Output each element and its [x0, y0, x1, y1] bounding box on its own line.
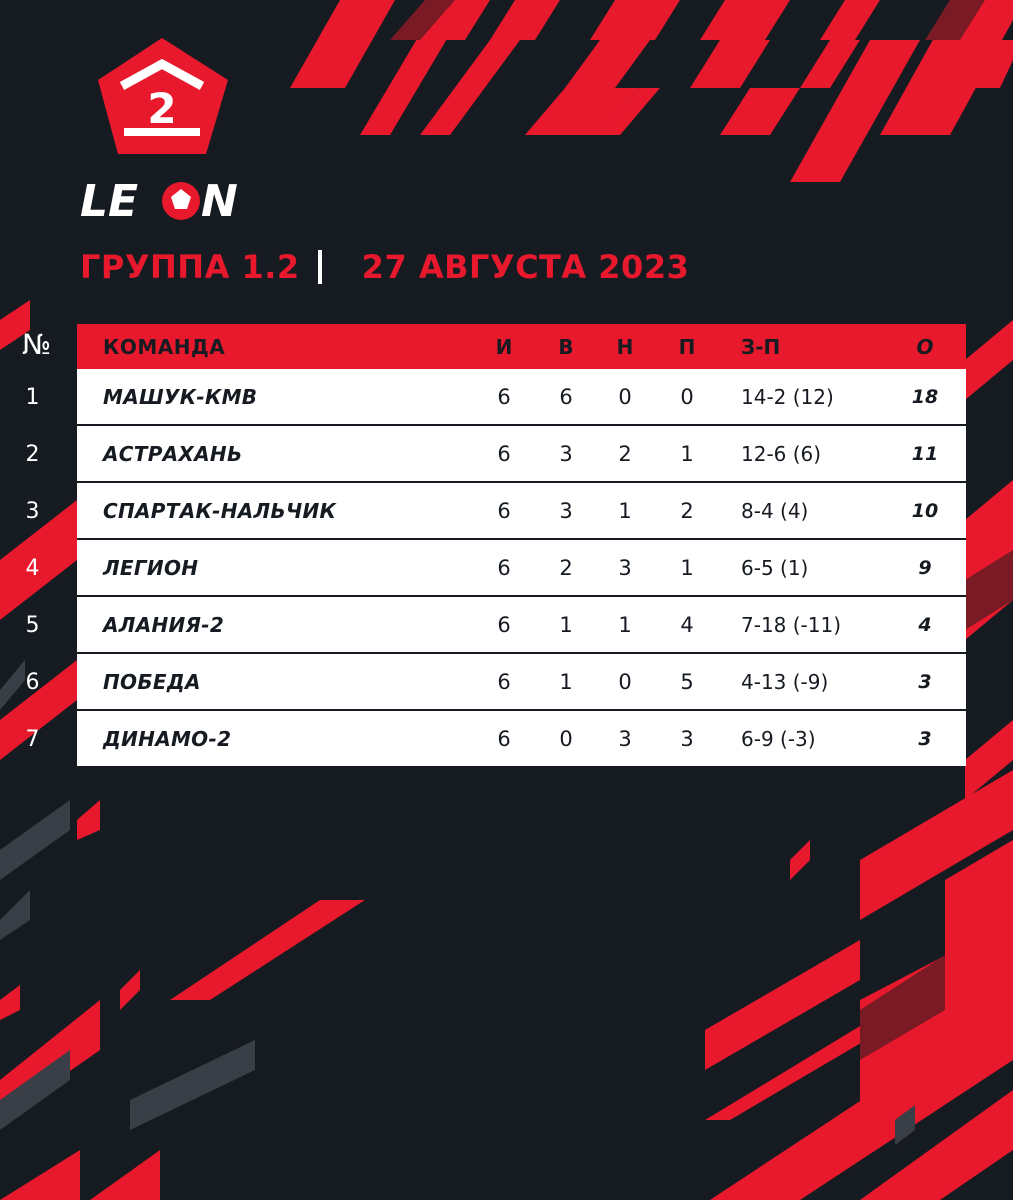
page-heading: ГРУППА 1.2 27 АВГУСТА 2023 [80, 248, 689, 286]
team-name: ЛЕГИОН [103, 555, 199, 580]
header-goals: З-П [741, 334, 781, 359]
table-header: КОМАНДА И В Н П З-П О [77, 324, 966, 369]
drawn-value: 0 [618, 384, 632, 409]
logo-text-right: N [201, 176, 238, 226]
lost-value: 1 [680, 555, 694, 580]
drawn-value: 2 [618, 441, 632, 466]
position-column: 1 2 3 4 5 6 7 [0, 369, 77, 768]
lost-value: 5 [680, 669, 694, 694]
position-number: 1 [25, 385, 40, 410]
position-header: № [22, 328, 52, 361]
points-value: 11 [911, 442, 939, 465]
lost-value: 0 [680, 384, 694, 409]
points-value: 18 [911, 385, 939, 408]
goals-value: 6-9 (-3) [741, 726, 816, 751]
goals-value: 7-18 (-11) [741, 612, 842, 637]
won-value: 3 [559, 441, 573, 466]
played-value: 6 [497, 669, 511, 694]
position-number: 5 [25, 613, 40, 638]
heading-separator [317, 250, 322, 284]
header-lost: П [678, 334, 696, 359]
header-won: В [558, 334, 574, 359]
points-value: 4 [918, 613, 932, 636]
points-value: 10 [911, 499, 939, 522]
played-value: 6 [497, 726, 511, 751]
position-number: 3 [25, 499, 40, 524]
header-played: И [495, 334, 513, 359]
team-name: ДИНАМО-2 [103, 726, 232, 751]
won-value: 1 [559, 612, 573, 637]
table-row: ПОБЕДА 6 1 0 5 4-13 (-9) 3 [77, 654, 966, 711]
drawn-value: 0 [618, 669, 632, 694]
team-name: ПОБЕДА [103, 669, 201, 694]
header-points: О [916, 334, 934, 359]
position-number: 7 [25, 727, 40, 752]
logo-text-left: LE [80, 176, 138, 226]
lost-value: 4 [680, 612, 694, 637]
table-row: АЛАНИЯ-2 6 1 1 4 7-18 (-11) 4 [77, 597, 966, 654]
goals-value: 14-2 (12) [741, 384, 834, 409]
lost-value: 1 [680, 441, 694, 466]
table-row: ДИНАМО-2 6 0 3 3 6-9 (-3) 3 [77, 711, 966, 766]
team-name: СПАРТАК-НАЛЬЧИК [103, 498, 337, 523]
goals-value: 4-13 (-9) [741, 669, 829, 694]
drawn-value: 1 [618, 498, 632, 523]
goals-value: 8-4 (4) [741, 498, 809, 523]
standings-table: КОМАНДА И В Н П З-П О МАШУК-КМВ 6 6 0 0 … [77, 324, 966, 766]
drawn-value: 3 [618, 726, 632, 751]
match-date: 27 АВГУСТА 2023 [361, 248, 690, 286]
team-name: МАШУК-КМВ [103, 384, 258, 409]
table-row: СПАРТАК-НАЛЬЧИК 6 3 1 2 8-4 (4) 10 [77, 483, 966, 540]
position-number: 4 [25, 556, 40, 581]
won-value: 2 [559, 555, 573, 580]
points-value: 9 [918, 556, 932, 579]
table-row: МАШУК-КМВ 6 6 0 0 14-2 (12) 18 [77, 369, 966, 426]
team-name: АСТРАХАНЬ [103, 441, 243, 466]
header-drawn: Н [616, 334, 634, 359]
points-value: 3 [918, 670, 932, 693]
header-team: КОМАНДА [103, 334, 226, 359]
logo-number: 2 [147, 84, 176, 133]
won-value: 3 [559, 498, 573, 523]
drawn-value: 1 [618, 612, 632, 637]
played-value: 6 [497, 441, 511, 466]
lost-value: 2 [680, 498, 694, 523]
drawn-value: 3 [618, 555, 632, 580]
group-title: ГРУППА 1.2 [80, 248, 300, 286]
played-value: 6 [497, 384, 511, 409]
won-value: 1 [559, 669, 573, 694]
team-name: АЛАНИЯ-2 [103, 612, 225, 637]
position-number: 6 [25, 670, 40, 695]
table-row: АСТРАХАНЬ 6 3 2 1 12-6 (6) 11 [77, 426, 966, 483]
table-row: ЛЕГИОН 6 2 3 1 6-5 (1) 9 [77, 540, 966, 597]
leon-2-logo: 2 LE N [80, 38, 238, 226]
lost-value: 3 [680, 726, 694, 751]
played-value: 6 [497, 612, 511, 637]
goals-value: 6-5 (1) [741, 555, 809, 580]
played-value: 6 [497, 498, 511, 523]
played-value: 6 [497, 555, 511, 580]
position-number: 2 [25, 442, 40, 467]
won-value: 0 [559, 726, 573, 751]
goals-value: 12-6 (6) [741, 441, 822, 466]
points-value: 3 [918, 727, 932, 750]
won-value: 6 [559, 384, 573, 409]
